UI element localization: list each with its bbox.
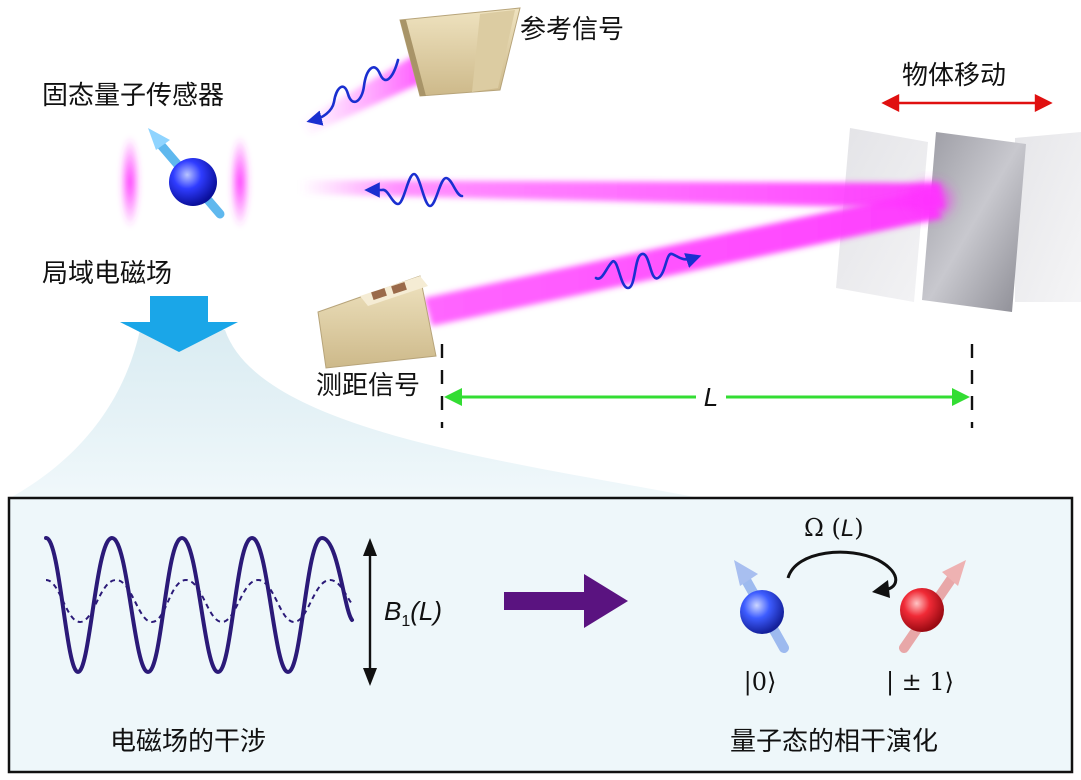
interference-wave-small <box>45 578 353 624</box>
sensor-label: 固态量子传感器 <box>42 81 224 111</box>
reference-signal-label: 参考信号 <box>520 15 624 45</box>
interference-label: 电磁场的干涉 <box>110 727 266 757</box>
return-beam <box>300 180 945 209</box>
ranging-signal-label: 测距信号 <box>316 371 420 401</box>
state-0-label: |0⟩ <box>744 668 777 697</box>
down-arrow <box>120 296 238 352</box>
return-wave <box>364 172 464 208</box>
plate-main <box>922 132 1026 312</box>
wave-packets <box>306 58 702 290</box>
object-moving-label: 物体移动 <box>902 61 1006 91</box>
reference-wave <box>306 58 400 126</box>
sensor-spin-ball <box>169 158 217 206</box>
move-arrow <box>881 94 1053 112</box>
ranging-wave <box>594 252 702 290</box>
ranging-horn <box>317 275 437 369</box>
field-lobe-right <box>230 136 250 228</box>
purple-arrow <box>504 574 628 628</box>
transition-arrow <box>786 550 898 592</box>
b1-label: B1(L) <box>384 596 442 630</box>
reflection-glow <box>908 182 952 218</box>
spin-arrow-head <box>148 128 170 150</box>
detail-panel: B1(L) Ω (L) |0⟩ | ± 1⟩ 电磁场的干涉 量子态的相干演化 <box>7 496 1074 774</box>
local-field-label: 局域电磁场 <box>42 259 172 289</box>
b1-subscript: 1 <box>401 613 410 630</box>
distance-indicator: L <box>440 344 974 428</box>
zoom-cone <box>10 330 700 498</box>
omega-label: Ω (L) <box>804 514 864 542</box>
quantum-sensor <box>120 128 250 228</box>
distance-label: L <box>704 382 718 412</box>
spin-state-pm1 <box>899 560 966 653</box>
plate-back <box>1015 132 1081 302</box>
spin-state-0 <box>734 560 789 653</box>
reference-beam <box>300 52 432 134</box>
field-lobe-left <box>120 136 140 228</box>
coherent-evolution-label: 量子态的相干演化 <box>730 727 938 757</box>
state-pm1-label: | ± 1⟩ <box>886 668 954 697</box>
reference-horn <box>399 7 521 97</box>
